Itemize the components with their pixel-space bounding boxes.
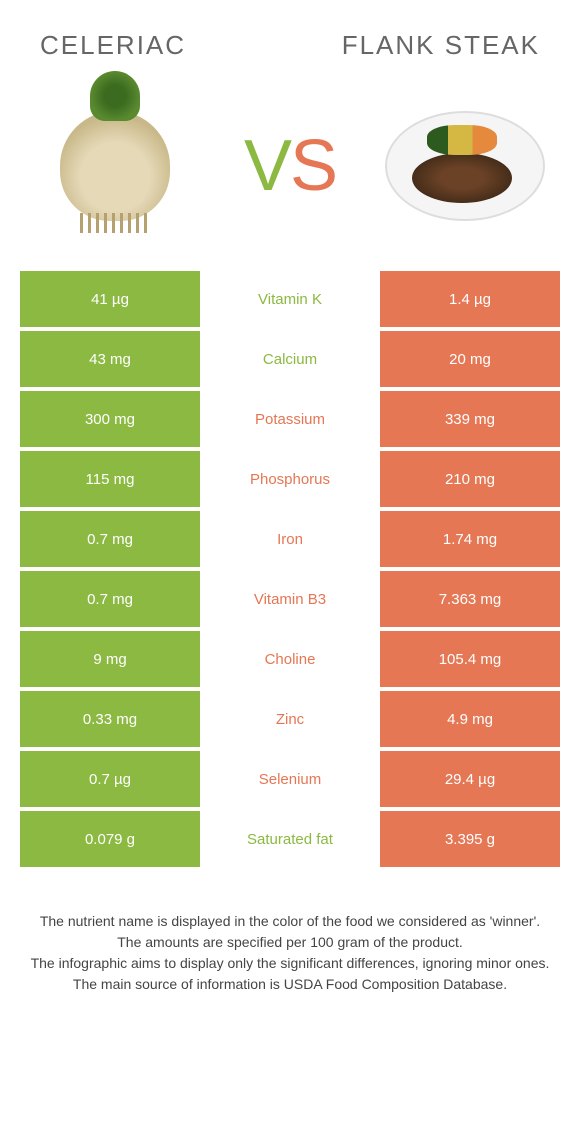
left-food-image [30,81,200,251]
right-value: 4.9 mg [380,691,560,747]
table-row: 41 µgVitamin K1.4 µg [20,271,560,327]
left-value: 0.33 mg [20,691,200,747]
right-value: 7.363 mg [380,571,560,627]
nutrient-name: Selenium [200,751,380,807]
right-food-image [380,81,550,251]
nutrient-name: Calcium [200,331,380,387]
nutrient-name: Phosphorus [200,451,380,507]
left-value: 41 µg [20,271,200,327]
right-value: 29.4 µg [380,751,560,807]
table-row: 0.079 gSaturated fat3.395 g [20,811,560,867]
left-value: 0.7 mg [20,571,200,627]
table-row: 300 mgPotassium339 mg [20,391,560,447]
left-value: 115 mg [20,451,200,507]
footer-notes: The nutrient name is displayed in the co… [0,871,580,995]
left-value: 0.7 µg [20,751,200,807]
right-value: 210 mg [380,451,560,507]
nutrient-name: Iron [200,511,380,567]
right-value: 339 mg [380,391,560,447]
footer-line: The nutrient name is displayed in the co… [30,911,550,932]
left-value: 9 mg [20,631,200,687]
nutrient-name: Zinc [200,691,380,747]
right-value: 105.4 mg [380,631,560,687]
steak-icon [385,111,545,221]
nutrient-name: Choline [200,631,380,687]
footer-line: The main source of information is USDA F… [30,974,550,995]
left-value: 300 mg [20,391,200,447]
table-row: 9 mgCholine105.4 mg [20,631,560,687]
table-row: 115 mgPhosphorus210 mg [20,451,560,507]
nutrient-name: Vitamin B3 [200,571,380,627]
vs-s: S [290,126,336,206]
left-value: 0.7 mg [20,511,200,567]
left-value: 43 mg [20,331,200,387]
right-value: 1.74 mg [380,511,560,567]
header: celeriac flank steak [0,0,580,71]
footer-line: The amounts are specified per 100 gram o… [30,932,550,953]
left-food-title: celeriac [40,30,186,61]
left-value: 0.079 g [20,811,200,867]
images-row: VS [0,71,580,271]
nutrient-table: 41 µgVitamin K1.4 µg43 mgCalcium20 mg300… [0,271,580,867]
table-row: 0.7 µgSelenium29.4 µg [20,751,560,807]
vs-label: VS [244,125,336,207]
nutrient-name: Vitamin K [200,271,380,327]
table-row: 0.7 mgVitamin B37.363 mg [20,571,560,627]
right-value: 20 mg [380,331,560,387]
table-row: 43 mgCalcium20 mg [20,331,560,387]
right-value: 3.395 g [380,811,560,867]
celeriac-icon [60,111,170,221]
table-row: 0.7 mgIron1.74 mg [20,511,560,567]
right-value: 1.4 µg [380,271,560,327]
vs-v: V [244,126,290,206]
right-food-title: flank steak [342,30,540,61]
table-row: 0.33 mgZinc4.9 mg [20,691,560,747]
nutrient-name: Saturated fat [200,811,380,867]
nutrient-name: Potassium [200,391,380,447]
footer-line: The infographic aims to display only the… [30,953,550,974]
